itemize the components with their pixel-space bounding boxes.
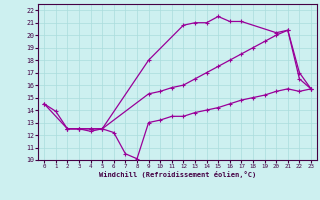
- X-axis label: Windchill (Refroidissement éolien,°C): Windchill (Refroidissement éolien,°C): [99, 171, 256, 178]
